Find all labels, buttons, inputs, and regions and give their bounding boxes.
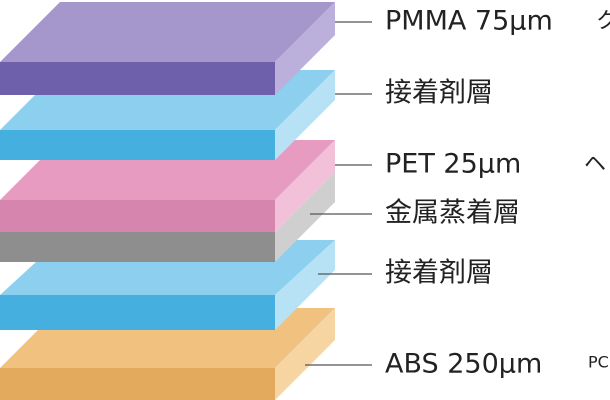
metal-slab — [0, 172, 335, 262]
pmma-slab — [0, 2, 335, 95]
layer-label: 金属蒸着層 — [385, 198, 520, 229]
layer-label: ABS 250μm — [385, 349, 542, 380]
layer-label: 接着剤層 — [385, 78, 493, 109]
side-note: ヘ — [584, 152, 606, 177]
side-note: PC — [588, 353, 609, 372]
layer-label: 接着剤層 — [385, 258, 493, 289]
layer-label: PET 25μm — [385, 149, 521, 180]
side-note: ク — [596, 9, 610, 34]
layer-label: PMMA 75μm — [385, 6, 553, 37]
